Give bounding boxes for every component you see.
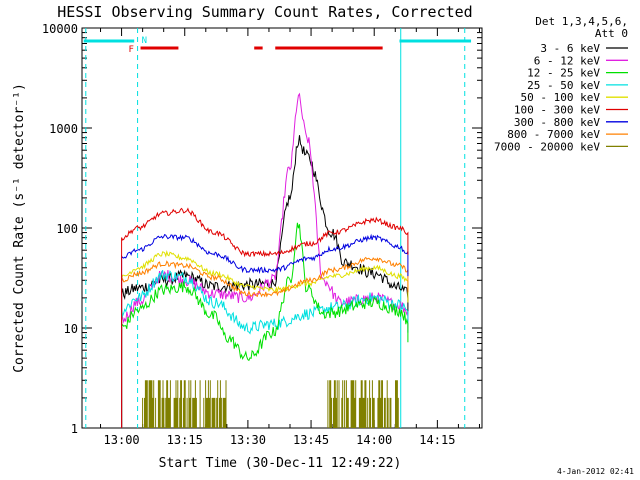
y-tick-label: 10 — [64, 322, 78, 336]
y-tick-label: 10000 — [42, 22, 78, 36]
chart-title: HESSI Observing Summary Count Rates, Cor… — [57, 3, 472, 21]
legend-header-line-2: Att 0 — [595, 27, 628, 40]
axes: 13:00 13:15 13:30 13:45 14:00 14:15 1 10 100 1000… — [42, 22, 482, 447]
y-tick-label: 1 — [71, 422, 78, 436]
legend-entry-label: 6 - 12 keV — [534, 54, 601, 67]
legend-entry-label: 25 - 50 keV — [527, 79, 600, 92]
x-tick-label: 13:15 — [167, 433, 203, 447]
legend-entry-label: 50 - 100 keV — [521, 91, 601, 104]
legend-entry-label: 800 - 7000 keV — [507, 128, 600, 141]
footer-date: 4-Jan-2012 02:41 — [557, 467, 634, 476]
legend-entry-label: 7000 - 20000 keV — [494, 140, 600, 153]
legend-entry-label: 3 - 6 keV — [540, 42, 600, 55]
night-flag-label: N — [142, 36, 147, 46]
y-axis-label: Corrected Count Rate (s⁻¹ detector⁻¹) — [12, 83, 27, 373]
series-line-800-7000 keV — [121, 256, 409, 428]
y-tick-label: 1000 — [49, 122, 78, 136]
legend-entry-label: 300 - 800 keV — [514, 116, 600, 129]
series-line-300-800 keV — [121, 233, 409, 428]
x-tick-label: 14:00 — [356, 433, 392, 447]
series-line-7000-20000 keV — [327, 380, 399, 428]
x-axis-label: Start Time (30-Dec-11 12:49:22) — [159, 456, 402, 471]
series-line-50-100 keV — [121, 249, 409, 428]
series-line-6-12 keV — [121, 92, 409, 428]
series-line-7000-20000 keV — [142, 380, 227, 428]
series-line-25-50 keV — [121, 270, 409, 428]
x-tick-label: 14:15 — [419, 433, 455, 447]
legend-entry-label: 12 - 25 keV — [527, 67, 600, 80]
flare-flag-label: F — [129, 45, 134, 55]
series-lines — [121, 92, 409, 428]
x-tick-label: 13:00 — [104, 433, 140, 447]
legend-header-line-1: Det 1,3,4,5,6, — [535, 15, 628, 28]
x-tick-label: 13:30 — [230, 433, 266, 447]
series-line-12-25 keV — [121, 222, 409, 428]
series-line-100-300 keV — [121, 207, 409, 428]
x-tick-label: 13:45 — [293, 433, 329, 447]
legend-entry-label: 100 - 300 keV — [514, 104, 600, 117]
y-tick-label: 100 — [56, 222, 78, 236]
